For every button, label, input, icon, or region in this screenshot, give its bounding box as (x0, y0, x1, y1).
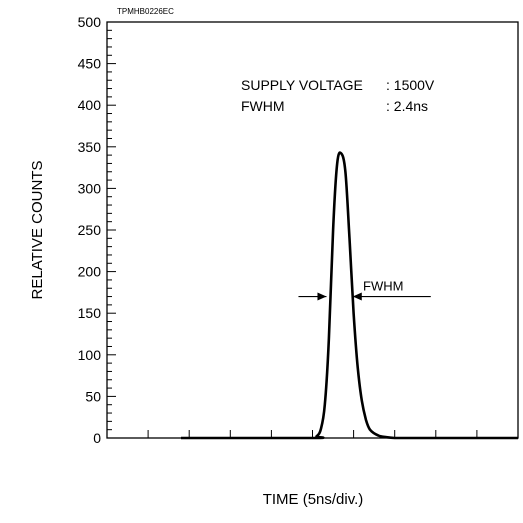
supply-voltage-value: : 1500V (386, 77, 435, 93)
fwhm-marker-label: FWHM (363, 279, 403, 294)
y-tick-label: 450 (78, 56, 102, 72)
y-tick-label: 50 (85, 388, 101, 404)
y-tick-label: 0 (93, 430, 101, 446)
y-tick-label: 500 (78, 14, 102, 30)
y-tick-label: 350 (78, 139, 102, 155)
y-tick-label: 400 (78, 97, 102, 113)
y-tick-label: 100 (78, 347, 102, 363)
fwhm-annotation-value: : 2.4ns (386, 98, 428, 114)
y-tick-label: 300 (78, 180, 102, 196)
y-axis: 0 50 100 150 200 250 300 350 400 450 500 (78, 14, 116, 446)
fwhm-annotation-label: FWHM (241, 98, 285, 114)
y-tick-label: 150 (78, 305, 102, 321)
series-line (180, 151, 518, 440)
y-tick-label: 250 (78, 222, 102, 238)
supply-voltage-label: SUPPLY VOLTAGE (241, 77, 363, 93)
x-axis (147, 430, 478, 438)
y-axis-label: RELATIVE COUNTS (29, 161, 46, 300)
figure-code: TPMHB0226EC (117, 7, 174, 16)
x-axis-label: TIME (5ns/div.) (263, 491, 364, 508)
fwhm-marker (298, 292, 431, 301)
y-tick-label: 200 (78, 264, 102, 280)
